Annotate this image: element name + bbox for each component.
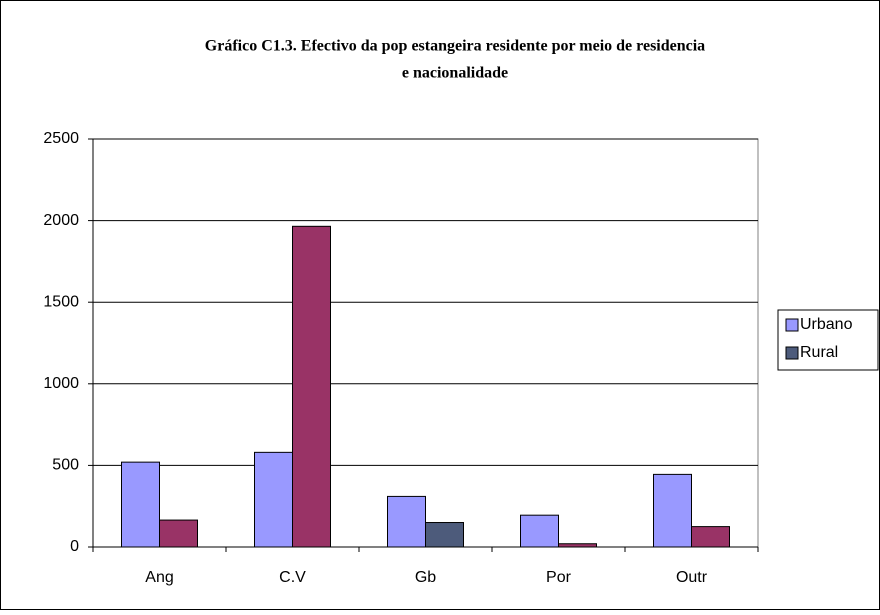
chart-title: e nacionalidade [402, 65, 508, 82]
bar [425, 522, 464, 548]
plot-area [92, 138, 759, 548]
legend-label: Rural [800, 344, 838, 361]
y-tick-label: 0 [70, 538, 79, 555]
x-tick-label: Gb [415, 569, 436, 586]
chart-title: Gráfico C1.3. Efectivo da pop estangeira… [205, 38, 705, 55]
bar [387, 495, 426, 548]
x-tick-label: Outr [676, 569, 708, 586]
legend-swatch [785, 346, 799, 360]
bar [121, 461, 160, 548]
bar [653, 473, 692, 548]
y-tick-label: 1000 [43, 375, 79, 392]
legend-label: Urbano [800, 316, 853, 333]
bar [691, 526, 730, 548]
bar [292, 225, 331, 548]
legend-swatch [785, 318, 799, 332]
x-tick-label: Por [546, 569, 572, 586]
y-tick-label: 500 [52, 457, 79, 474]
y-tick-label: 1500 [43, 293, 79, 310]
y-tick-label: 2000 [43, 212, 79, 229]
x-tick-label: Ang [145, 569, 173, 586]
x-tick-label: C.V [279, 569, 306, 586]
y-tick-label: 2500 [43, 130, 79, 147]
bar [520, 514, 559, 548]
bar [159, 519, 198, 548]
bar [254, 451, 293, 548]
bar [558, 543, 597, 548]
